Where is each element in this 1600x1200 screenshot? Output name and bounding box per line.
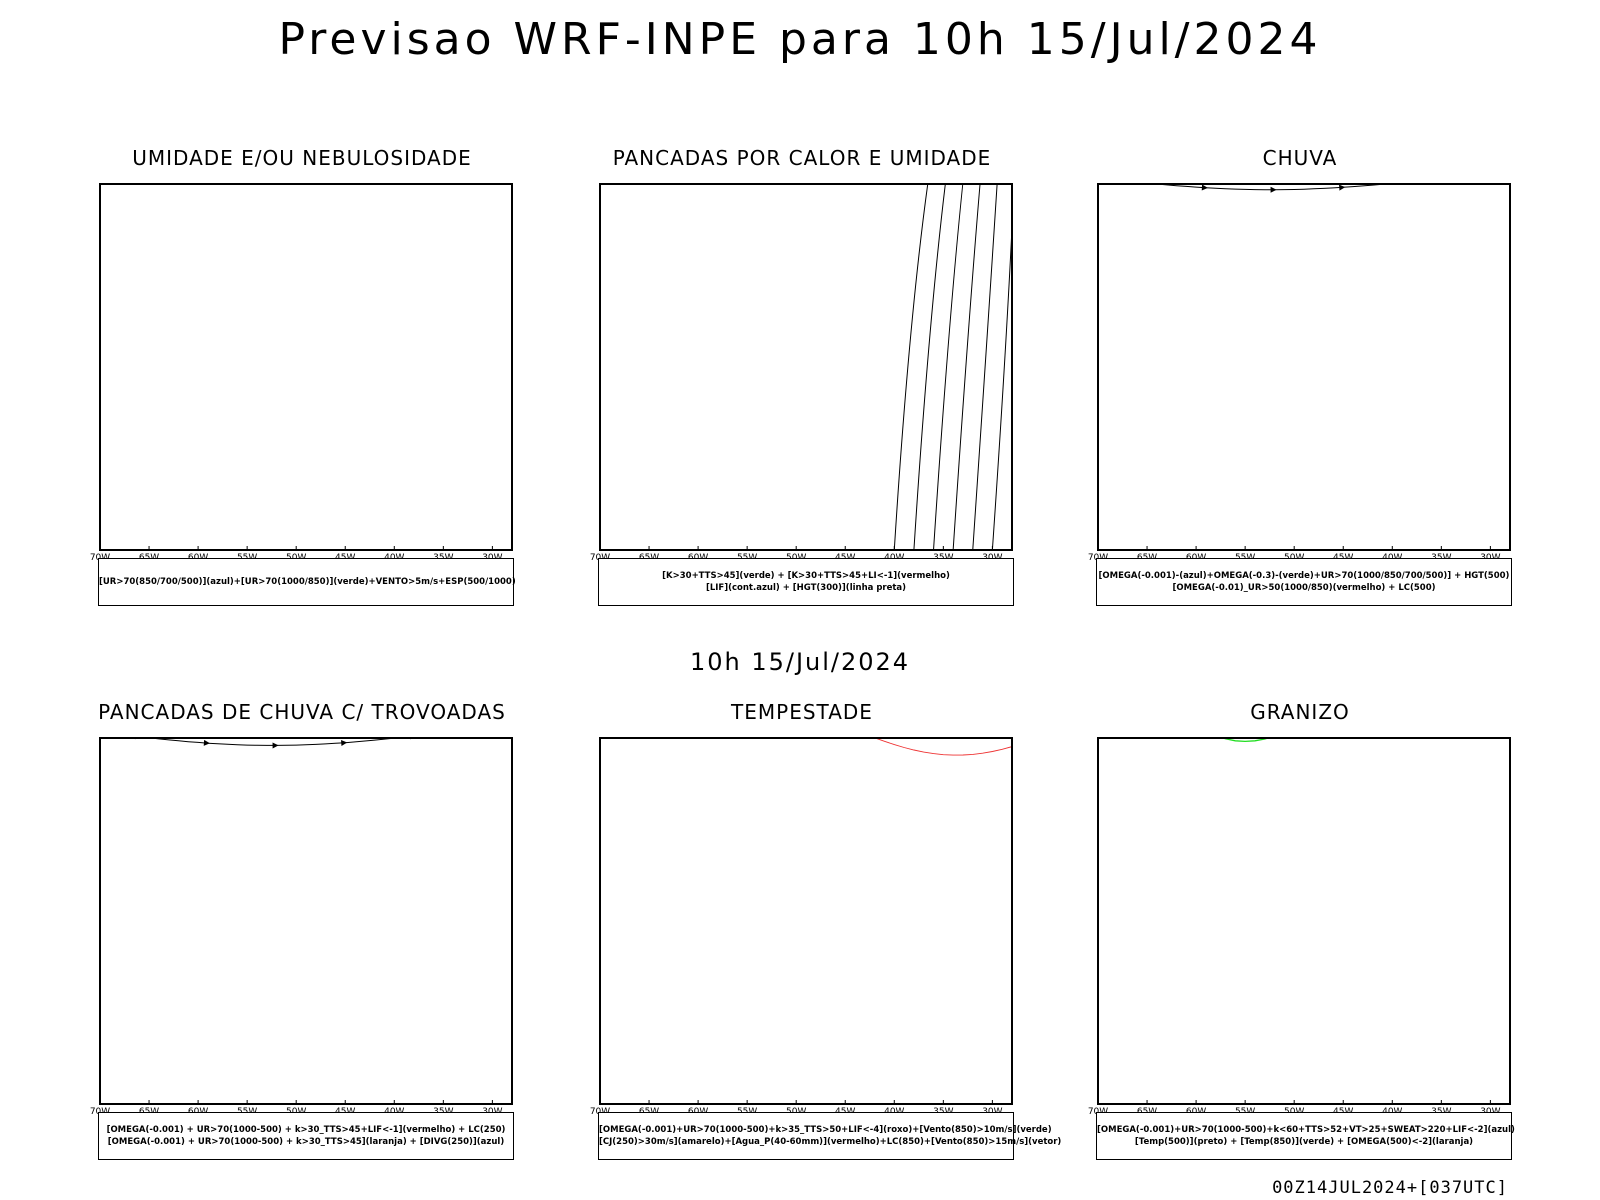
- coastline: [404, 738, 406, 739]
- panel-title: GRANIZO: [1250, 700, 1350, 724]
- streamline-arrow: [204, 732, 210, 738]
- panel-chuva: CHUVA 58858558257957657357056712S15S18S21…: [1060, 146, 1540, 606]
- state-border: [677, 184, 679, 185]
- lc850-streamline: [873, 738, 1012, 756]
- caption-line: [K>30+TTS>45](verde) + [K>30+TTS>45+LI<-…: [662, 571, 950, 581]
- caption-line: [CJ(250)>30m/s](amarelo)+[Agua_P(40-60mm…: [599, 1137, 1062, 1147]
- hgt300-contour: [913, 184, 946, 550]
- caption-line: [OMEGA(-0.001)+UR>70(1000-500)+k<60+TTS>…: [1097, 1125, 1515, 1135]
- hgt300-contour: [952, 184, 981, 550]
- coastline: [404, 184, 406, 185]
- map-frame: [1097, 737, 1511, 1105]
- rain-area-red: [1270, 174, 1275, 176]
- streamline: [100, 728, 512, 735]
- forecast-map: 12S15S18S21S24S27S30S33S36S39S42S70W65W6…: [90, 728, 513, 1117]
- lc850-streamline: [600, 728, 1012, 730]
- hgt300-contour: [972, 184, 998, 550]
- coastline: [1402, 184, 1404, 185]
- state-border: [177, 738, 179, 739]
- map-frame: [99, 737, 513, 1105]
- rain-area-red: [1368, 176, 1374, 182]
- legend-caption: [UR>70(850/700/500)](azul)+[UR>70(1000/8…: [98, 558, 516, 606]
- map-frame: [99, 183, 513, 551]
- hgt300-contour: [893, 184, 929, 550]
- panel-pancadas-trovoadas: PANCADAS DE CHUVA C/ TROVOADAS 12S15S18S2…: [62, 700, 542, 1160]
- rain-area-red: [1332, 178, 1338, 183]
- state-border: [1175, 184, 1177, 185]
- streamline-arrow: [272, 742, 279, 749]
- panel-title: CHUVA: [1262, 146, 1338, 170]
- rain-area-red: [1310, 174, 1317, 175]
- panel-title: UMIDADE E/OU NEBULOSIDADE: [132, 146, 472, 170]
- legend-caption: [OMEGA(-0.001)-(azul)+OMEGA(-0.3)-(verde…: [1096, 558, 1512, 606]
- streamline: [146, 738, 400, 746]
- streamline-arrow: [135, 728, 142, 732]
- legend-caption: [K>30+TTS>45](verde) + [K>30+TTS>45+LI<-…: [598, 558, 1014, 606]
- panel-title: PANCADAS DE CHUVA C/ TROVOADAS: [98, 700, 506, 724]
- state-border: [325, 738, 327, 739]
- legend-caption: [OMEGA(-0.001)+UR>70(1000-500)+k<60+TTS>…: [1096, 1112, 1515, 1160]
- forecast-map: 1020102010241024102410281028103210321024…: [90, 183, 513, 563]
- panel-title: PANCADAS POR CALOR E UMIDADE: [612, 146, 992, 170]
- panel-title: TEMPESTADE: [731, 700, 873, 724]
- state-border: [825, 184, 827, 185]
- map-frame: [599, 183, 1013, 551]
- streamline-arrow: [272, 730, 279, 737]
- rain-area-red: [1127, 174, 1133, 175]
- state-border: [325, 184, 327, 185]
- map-frame: [1097, 183, 1511, 551]
- coastline: [904, 184, 906, 185]
- map-frame: [599, 737, 1013, 1105]
- state-border: [1323, 184, 1325, 185]
- rain-area-red: [1293, 174, 1297, 176]
- forecast-map: 9600952094409360928096809600952094409360…: [590, 183, 1013, 563]
- forecast-map: 58858558257957657357056712S15S18S21S24S2…: [1088, 174, 1511, 563]
- rain-area-red: [1218, 176, 1223, 182]
- main-title: Previsao WRF-INPE para 10h 15/Jul/2024: [278, 14, 1322, 65]
- streamline-arrow: [203, 739, 210, 746]
- panel-umidade: UMIDADE E/OU NEBULOSIDADE 102010201024102…: [62, 146, 542, 606]
- coastline: [1402, 738, 1404, 739]
- caption-line: [LIF](cont.azul) + [HGT(300)](linha pret…: [705, 583, 907, 593]
- state-border: [825, 738, 827, 739]
- streamline-arrow: [1339, 184, 1346, 191]
- rain-area-red: [1137, 177, 1143, 183]
- hgt300-contour: [933, 184, 964, 550]
- model-run-label: 00Z14JUL2024+[037UTC]: [1272, 1178, 1508, 1198]
- streamline-arrow: [1270, 186, 1277, 193]
- state-border: [1175, 738, 1177, 739]
- forecast-map: 12S15S18S21S24S27S30S33S36S39S42S70W65W6…: [590, 728, 1013, 1117]
- caption-line: [UR>70(850/700/500)](azul)+[UR>70(1000/8…: [99, 577, 516, 587]
- state-border: [677, 738, 679, 739]
- rain-area-red: [1405, 174, 1411, 175]
- forecast-map: 1212151812-3-15-1812S15S18S21S24S27S30S3…: [1088, 737, 1511, 1117]
- panel-granizo: GRANIZO 1212151812-3-15-1812S15S18S21S24S…: [1060, 700, 1540, 1160]
- panel-pancadas-calor: PANCADAS POR CALOR E UMIDADE 960095209440…: [562, 146, 1042, 606]
- caption-line: [OMEGA(-0.001) + UR>70(1000-500) + k>30_…: [107, 1137, 505, 1147]
- legend-caption: [OMEGA(-0.001) + UR>70(1000-500) + k>30_…: [98, 1112, 514, 1160]
- hgt300-contour: [991, 217, 1012, 550]
- caption-line: [Temp(500)](preto) + [Temp(850)](verde) …: [1134, 1137, 1474, 1147]
- legend-caption: [OMEGA(-0.001)+UR>70(1000-500)+k>35_TTS>…: [598, 1112, 1062, 1160]
- streamline-arrow: [1202, 174, 1208, 176]
- rain-area-red: [1397, 174, 1405, 176]
- caption-line: [OMEGA(-0.001)-(azul)+OMEGA(-0.3)-(verde…: [1098, 571, 1510, 581]
- coastline: [904, 738, 906, 739]
- caption-line: [OMEGA(-0.001) + UR>70(1000-500) + k>30_…: [106, 1125, 506, 1135]
- state-border: [1323, 738, 1325, 739]
- sub-title: 10h 15/Jul/2024: [689, 648, 911, 676]
- streamline-arrow: [1270, 174, 1276, 175]
- panel-tempestade: TEMPESTADE 12S15S18S21S24S27S30S33S36S39S…: [562, 700, 1062, 1160]
- caption-line: [OMEGA(-0.01)_UR>50(1000/850)(vermelho) …: [1172, 583, 1436, 593]
- streamline-arrow: [341, 739, 348, 746]
- streamline-arrow: [478, 728, 485, 731]
- state-border: [177, 184, 179, 185]
- streamline-arrow: [1201, 184, 1208, 191]
- streamline-arrow: [1476, 174, 1483, 178]
- caption-line: [OMEGA(-0.001)+UR>70(1000-500)+k>35_TTS>…: [599, 1125, 1052, 1135]
